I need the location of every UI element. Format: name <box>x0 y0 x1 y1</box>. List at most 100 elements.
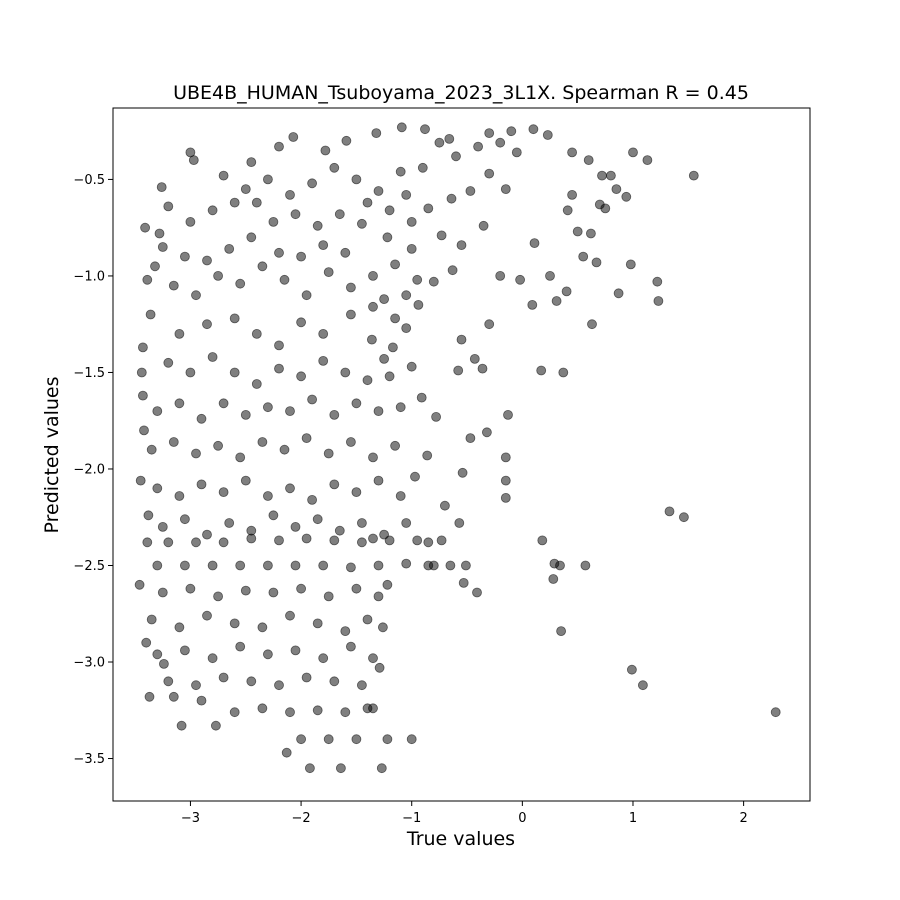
data-point-293 <box>218 672 229 683</box>
data-point-300 <box>257 703 268 714</box>
data-point-9 <box>621 191 632 202</box>
data-point-201 <box>351 398 362 409</box>
data-point-315 <box>145 309 156 320</box>
data-point-214 <box>368 452 378 463</box>
data-point-99 <box>444 133 455 144</box>
data-point-282 <box>152 649 163 660</box>
data-point-167 <box>406 216 417 227</box>
data-point-259 <box>345 562 356 573</box>
data-point-101 <box>506 126 517 137</box>
data-point-274 <box>174 622 185 633</box>
data-point-269 <box>296 583 307 594</box>
data-point-151 <box>251 197 262 208</box>
data-point-103 <box>542 130 553 140</box>
data-point-63 <box>422 450 433 461</box>
data-point-154 <box>185 216 196 227</box>
data-point-177 <box>390 313 401 324</box>
data-point-189 <box>362 375 373 386</box>
data-point-267 <box>240 585 251 596</box>
data-point-157 <box>240 184 251 195</box>
data-point-291 <box>163 676 174 687</box>
data-point-222 <box>285 483 295 494</box>
data-point-198 <box>285 406 295 417</box>
data-point-296 <box>301 672 312 683</box>
data-point-161 <box>329 162 340 173</box>
data-point-229 <box>179 514 190 525</box>
data-point-90 <box>188 155 199 166</box>
data-point-302 <box>312 705 323 716</box>
data-point-121 <box>456 240 467 251</box>
data-point-98 <box>420 124 430 135</box>
data-point-28 <box>500 492 511 503</box>
data-point-114 <box>500 184 511 195</box>
data-point-306 <box>323 734 334 745</box>
data-point-199 <box>307 394 318 405</box>
data-point-159 <box>285 189 295 200</box>
data-point-268 <box>268 587 279 598</box>
data-point-278 <box>285 610 295 621</box>
data-point-183 <box>229 367 240 378</box>
data-point-144 <box>368 270 378 281</box>
data-point-55 <box>428 276 439 287</box>
data-point-192 <box>152 406 163 417</box>
data-point-227 <box>395 491 406 501</box>
data-point-312 <box>143 510 154 521</box>
data-point-21 <box>549 558 560 569</box>
data-point-276 <box>229 618 240 629</box>
data-point-119 <box>401 189 412 200</box>
data-point-23 <box>536 365 547 376</box>
data-point-20 <box>558 367 569 378</box>
data-point-285 <box>235 641 246 652</box>
data-point-27 <box>500 475 511 486</box>
data-point-47 <box>572 226 583 237</box>
data-point-252 <box>152 560 163 571</box>
data-point-3 <box>664 506 675 517</box>
data-point-50 <box>545 270 555 281</box>
data-point-43 <box>642 155 653 166</box>
data-point-158 <box>262 174 273 185</box>
data-point-279 <box>312 618 323 629</box>
data-point-4 <box>652 276 663 287</box>
data-point-75 <box>304 763 315 774</box>
data-point-57 <box>401 323 412 334</box>
data-point-143 <box>345 282 356 293</box>
data-point-82 <box>142 537 153 548</box>
data-point-205 <box>168 437 179 447</box>
data-point-44 <box>606 170 616 181</box>
data-point-200 <box>329 409 340 420</box>
y-tick-label: −3.5 <box>73 752 105 767</box>
data-point-46 <box>567 189 577 200</box>
data-point-84 <box>137 390 148 401</box>
data-point-210 <box>279 444 290 455</box>
data-point-283 <box>179 645 190 656</box>
data-point-137 <box>213 270 224 281</box>
data-point-139 <box>257 261 268 272</box>
data-point-226 <box>373 475 384 486</box>
data-point-178 <box>379 294 390 305</box>
data-point-179 <box>401 290 412 301</box>
data-point-246 <box>329 535 340 546</box>
data-point-248 <box>384 535 395 546</box>
data-point-133 <box>179 251 190 262</box>
data-point-202 <box>373 406 384 417</box>
data-point-247 <box>356 537 367 548</box>
plot-frame <box>112 107 811 802</box>
data-point-249 <box>412 535 423 546</box>
data-point-60 <box>366 334 377 345</box>
data-point-53 <box>495 270 506 281</box>
data-point-22 <box>548 574 559 584</box>
data-point-250 <box>423 537 434 548</box>
data-point-51 <box>529 238 540 249</box>
data-point-308 <box>406 734 417 745</box>
data-point-110 <box>473 141 484 152</box>
data-point-147 <box>340 247 351 258</box>
data-point-76 <box>281 747 292 758</box>
data-point-228 <box>157 522 168 532</box>
data-point-190 <box>384 371 395 382</box>
data-point-317 <box>154 228 165 239</box>
data-point-275 <box>202 610 212 621</box>
y-tick-label: −3.0 <box>73 656 105 671</box>
data-point-85 <box>137 342 148 353</box>
data-point-218 <box>196 479 207 490</box>
data-point-163 <box>373 186 384 196</box>
